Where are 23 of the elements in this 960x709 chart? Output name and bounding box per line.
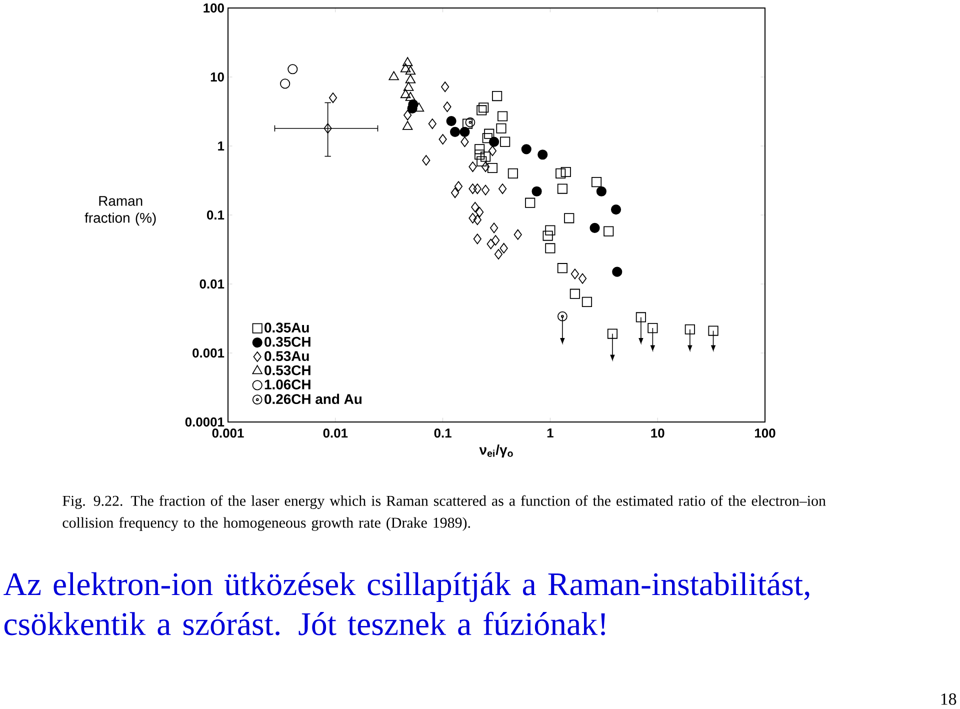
x-tick-label: 10 xyxy=(651,428,664,438)
x-axis-title: ν$_{ei}$/γ$_{o}$ xyxy=(479,444,513,458)
legend-label: 1.06CH xyxy=(264,380,310,390)
legend-label: 0.53Au xyxy=(264,351,309,362)
y-tick-label: 1 xyxy=(218,142,224,150)
y-tick-label: 0.1 xyxy=(206,210,224,220)
y-axis-title: Raman fraction (%) xyxy=(84,196,156,226)
text: 18 xyxy=(941,693,956,705)
text: Az elektron-ion ütközések csillapítják a Raman-instabilitást, csökkentik a szórást. Jót tesznek a fúziónak! xyxy=(4,572,810,636)
caption: Fig. 9.22. The fraction of the laser energy which is Raman scattered as a function of the estimated ratio of the electron–ion collision frequency to the homogeneous growth rate (Drake 1989). xyxy=(62,495,826,531)
legend-label: 0.26CH and Au xyxy=(264,394,362,404)
x-tick-label: 0.01 xyxy=(323,428,348,438)
legend-label: 0.35CH xyxy=(264,336,310,347)
y-tick-label: 10 xyxy=(210,72,224,82)
y-tick-label: 100 xyxy=(204,3,224,13)
x-tick-label: 1 xyxy=(547,428,554,438)
legend-label: 0.53CH xyxy=(264,365,310,376)
y-tick-label: 0.01 xyxy=(200,279,224,289)
x-tick-label: 100 xyxy=(755,428,776,438)
y-tick-label: 0.0001 xyxy=(185,417,224,427)
x-tick-label: 0.1 xyxy=(434,428,452,438)
legend-label: 0.35Au xyxy=(264,322,309,333)
y-tick-label: 0.001 xyxy=(192,348,224,358)
